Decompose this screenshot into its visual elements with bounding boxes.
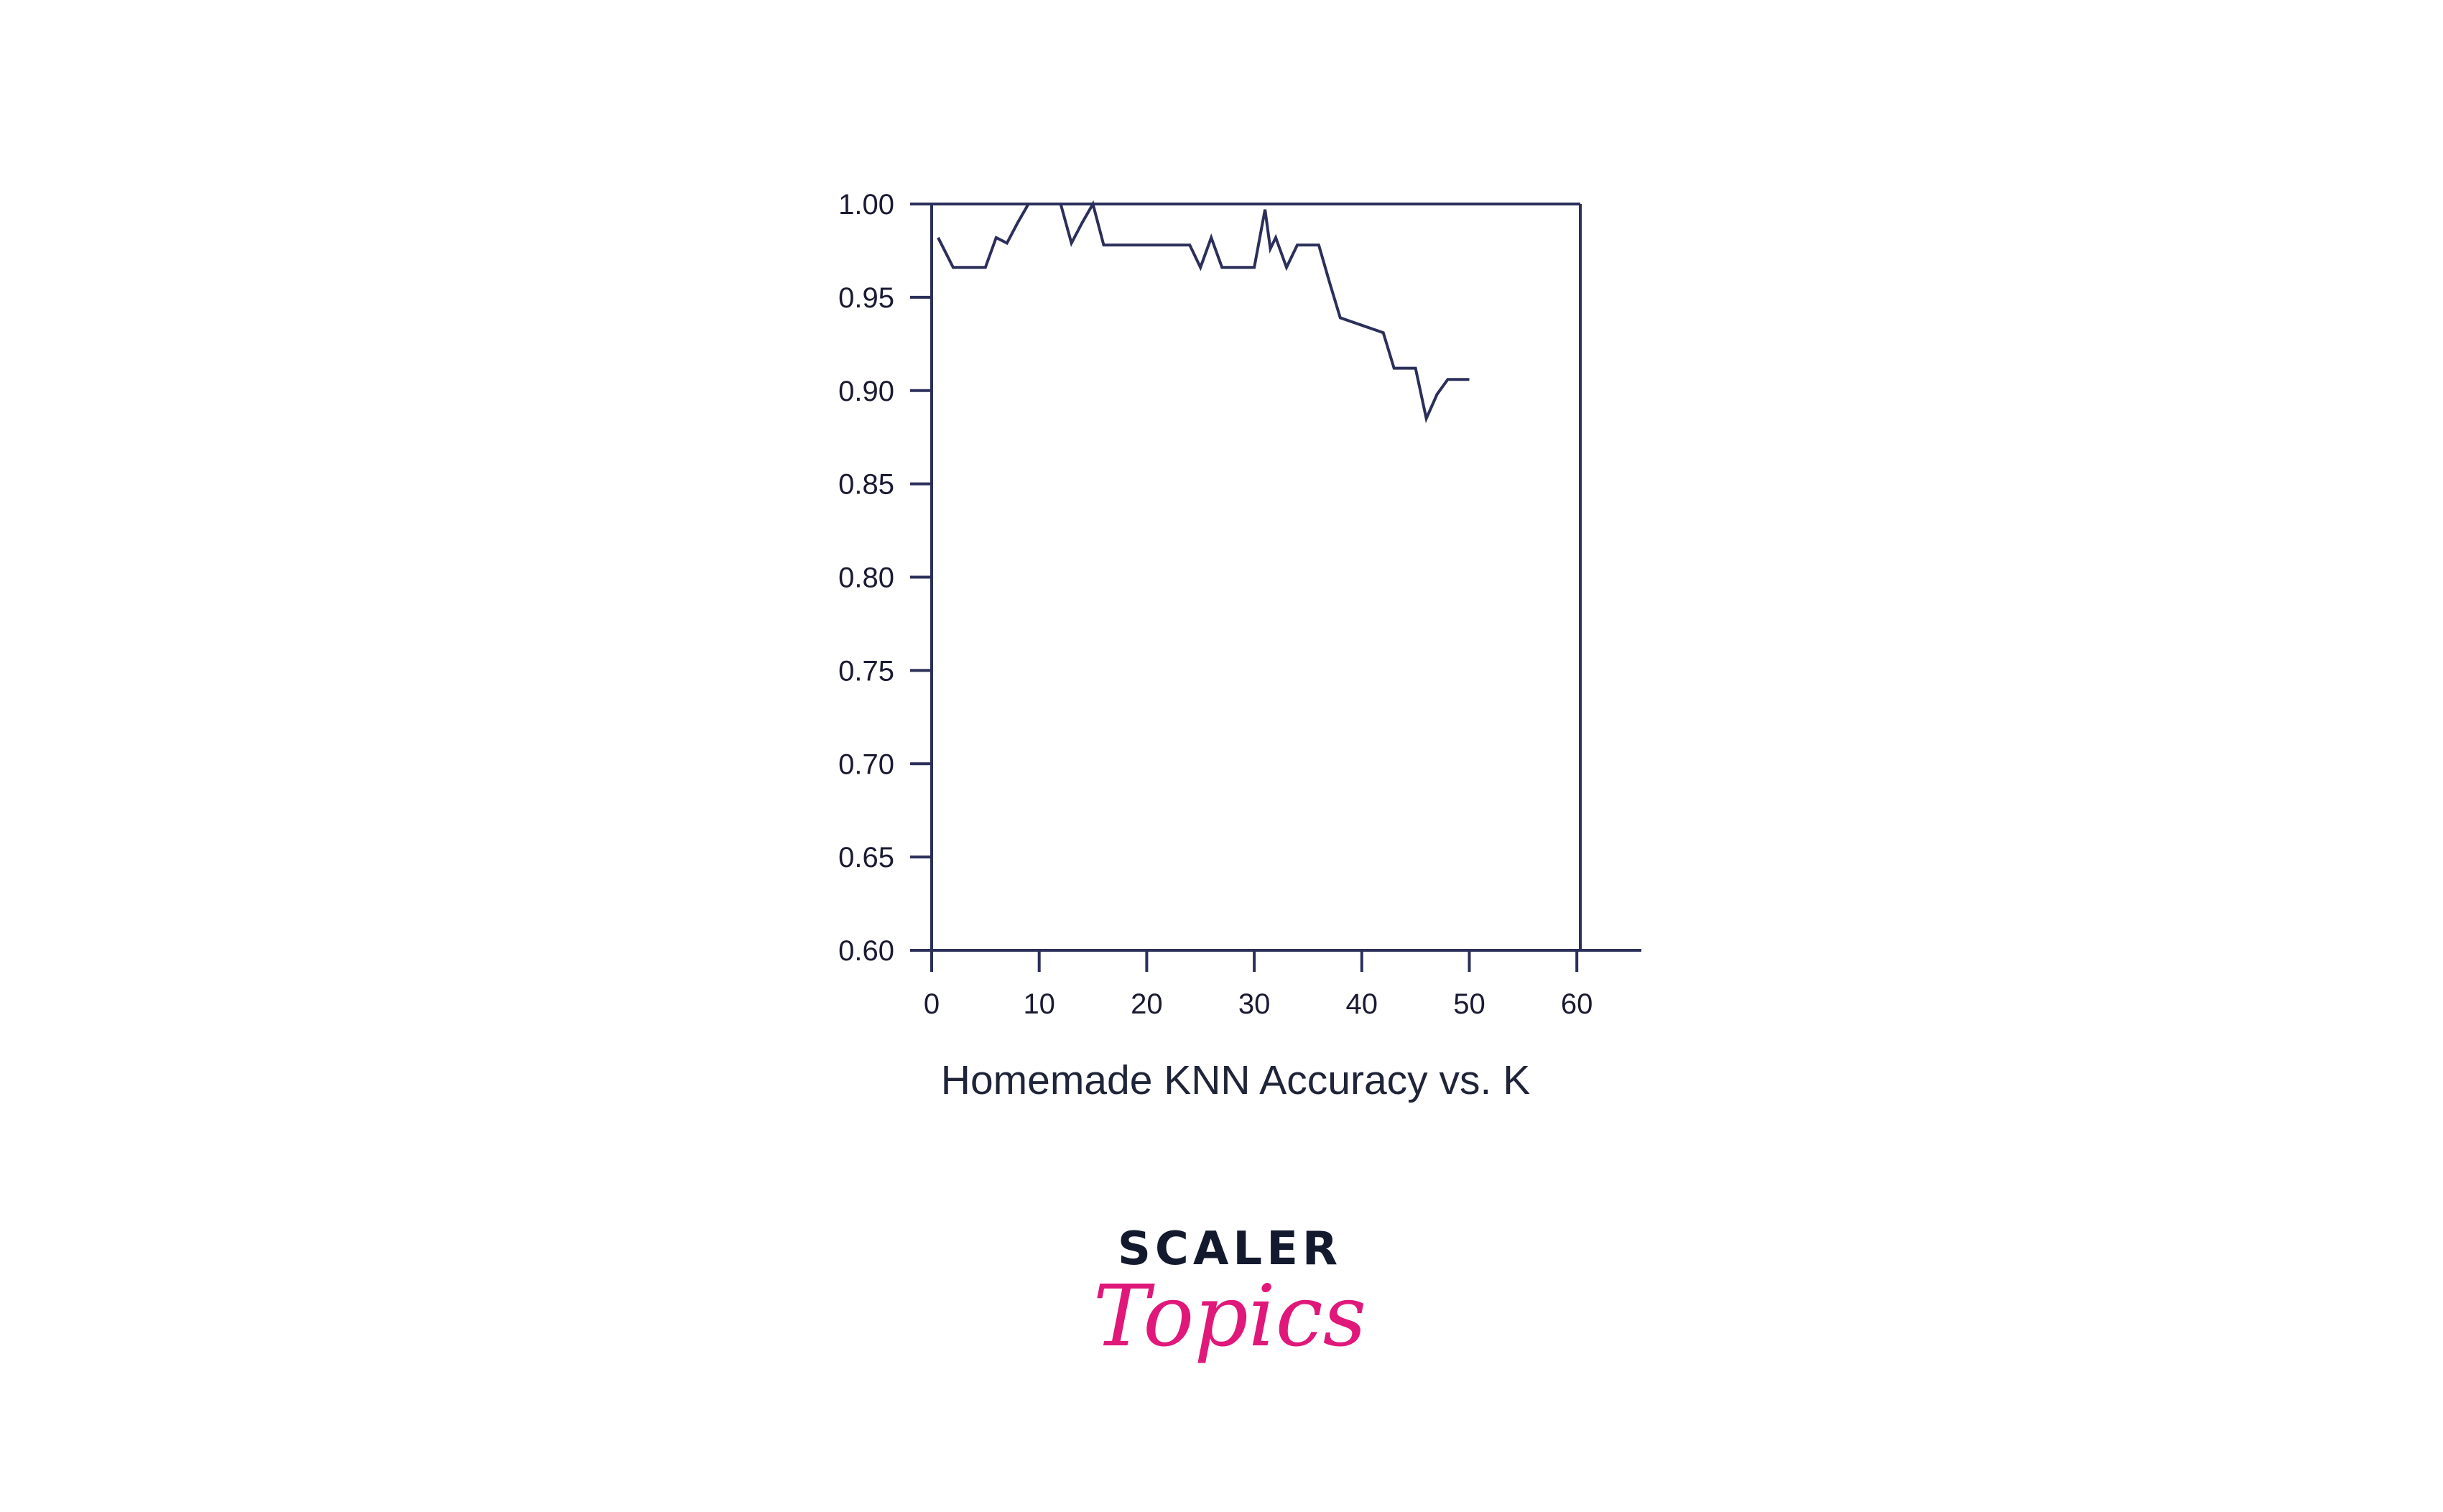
plot-frame xyxy=(930,203,1641,952)
y-tick-label: 0.90 xyxy=(838,376,894,407)
chart-title: Homemade KNN Accuracy vs. K xyxy=(941,1057,1530,1103)
x-tick-label: 60 xyxy=(1561,988,1593,1020)
x-tick-label: 40 xyxy=(1346,988,1378,1020)
x-tick-label: 50 xyxy=(1453,988,1485,1020)
y-axis-ticks: 0.60 0.65 0.70 0.75 0.80 0.85 0.90 0.95 1.00 xyxy=(838,189,932,967)
y-tick-label: 0.60 xyxy=(838,935,894,967)
x-tick-label: 10 xyxy=(1023,988,1055,1020)
x-axis-ticks: 0 10 20 30 40 50 60 xyxy=(924,950,1593,1020)
logo-topics-text: Topics xyxy=(1093,1266,1367,1365)
y-tick-label: 0.65 xyxy=(838,842,894,873)
x-tick-label: 0 xyxy=(924,988,940,1020)
y-tick-label: 0.85 xyxy=(838,469,894,501)
series-line-0 xyxy=(937,200,1470,424)
x-tick-label: 30 xyxy=(1238,988,1271,1020)
logo-scaler-text: SCALER xyxy=(1118,1223,1342,1276)
scaler-topics-logo: SCALER Topics xyxy=(1093,1223,1367,1365)
x-tick-label: 20 xyxy=(1131,988,1163,1020)
y-tick-label: 0.95 xyxy=(838,282,894,314)
series-layer xyxy=(937,200,1470,424)
y-tick-label: 0.80 xyxy=(838,562,894,594)
y-tick-label: 0.70 xyxy=(838,748,894,780)
y-tick-label: 1.00 xyxy=(838,189,894,221)
y-tick-label: 0.75 xyxy=(838,655,894,687)
